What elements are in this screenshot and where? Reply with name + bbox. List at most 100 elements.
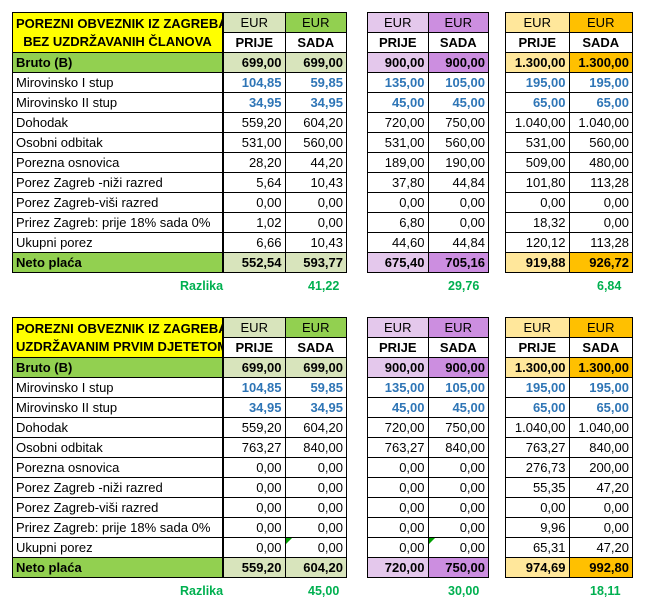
cell: 0,00 <box>367 517 429 538</box>
col-sada: SADA <box>568 337 633 358</box>
cell: 200,00 <box>568 457 633 478</box>
cell: 0,00 <box>284 457 347 478</box>
cell: 18,32 <box>505 212 570 233</box>
title-line-2: BEZ UZDRŽAVANIH ČLANOVA <box>23 33 212 49</box>
cell: 0,00 <box>427 477 489 498</box>
cell: 840,00 <box>568 437 633 458</box>
cell: 1.040,00 <box>568 112 633 133</box>
row-label: Osobni odbitak <box>12 132 223 153</box>
row-label: Osobni odbitak <box>12 437 223 458</box>
cell: 0,00 <box>223 497 286 518</box>
cell: 0,00 <box>367 477 429 498</box>
cell: 59,85 <box>284 377 347 398</box>
cell: 559,20 <box>223 417 286 438</box>
title-line-2: UZDRŽAVANIM PRVIM DJETETOM <box>16 338 223 354</box>
cell: 900,00 <box>427 52 489 73</box>
cell: 1.300,00 <box>568 52 633 73</box>
cell: 45,00 <box>367 397 429 418</box>
col-prije: PRIJE <box>223 32 286 53</box>
cell: 195,00 <box>568 377 633 398</box>
cell: 0,00 <box>367 537 429 558</box>
cell: 6,80 <box>367 212 429 233</box>
values-table-group-2: EUR EUR PRIJE SADA 900,00 900,00 135,00 105,… <box>367 317 489 578</box>
currency-label: EUR <box>427 317 489 338</box>
cell: 44,84 <box>427 172 489 193</box>
cell: 560,00 <box>284 132 347 153</box>
cell: 926,72 <box>568 252 633 273</box>
currency-label: EUR <box>568 12 633 33</box>
cell: 6,66 <box>223 232 286 253</box>
currency-label: EUR <box>427 12 489 33</box>
cell: 750,00 <box>427 112 489 133</box>
col-sada: SADA <box>284 32 347 53</box>
cell: 560,00 <box>568 132 633 153</box>
values-table-group-2: EUR EUR PRIJE SADA 900,00 900,00 135,00 105,… <box>367 12 489 273</box>
cell: 0,00 <box>568 517 633 538</box>
row-label: Porez Zagreb -niži razred <box>12 172 223 193</box>
cell: 190,00 <box>427 152 489 173</box>
cell: 531,00 <box>223 132 286 153</box>
cell: 0,00 <box>284 497 347 518</box>
row-label: Porez Zagreb-viši razred <box>12 192 223 213</box>
cell: 900,00 <box>367 357 429 378</box>
row-label: Mirovinsko II stup <box>12 92 223 113</box>
cell: 0,00 <box>427 497 489 518</box>
cell: 59,85 <box>284 72 347 93</box>
cell: 195,00 <box>568 72 633 93</box>
cell: 559,20 <box>223 557 286 578</box>
cell: 0,00 <box>568 192 633 213</box>
cell: 1,02 <box>223 212 286 233</box>
cell: 0,00 <box>223 192 286 213</box>
cell: 44,20 <box>284 152 347 173</box>
cell: 0,00 <box>284 517 347 538</box>
cell: 720,00 <box>367 417 429 438</box>
cell: 65,00 <box>505 397 570 418</box>
cell: 1.300,00 <box>568 357 633 378</box>
cell: 675,40 <box>367 252 429 273</box>
title-line-1: POREZNI OBVEZNIK IZ ZAGREBA <box>16 15 223 31</box>
row-label: Porez Zagreb-viši razred <box>12 497 223 518</box>
cell: 0,00 <box>568 212 633 233</box>
cell: 840,00 <box>284 437 347 458</box>
cell: 750,00 <box>427 557 489 578</box>
col-sada: SADA <box>427 32 489 53</box>
cell: 0,00 <box>223 517 286 538</box>
cell: 135,00 <box>367 377 429 398</box>
cell: 34,95 <box>223 397 286 418</box>
cell: 101,80 <box>505 172 570 193</box>
cell: 104,85 <box>223 72 286 93</box>
row-label: Mirovinsko I stup <box>12 377 223 398</box>
row-label: Porezna osnovica <box>12 152 223 173</box>
cell: 135,00 <box>367 72 429 93</box>
cell: 105,00 <box>427 377 489 398</box>
cell: 45,00 <box>427 92 489 113</box>
values-table-group-1: EUR EUR PRIJE SADA 699,00 699,00 104,85 59,8… <box>223 12 347 273</box>
values-table-group-3: EUR EUR PRIJE SADA 1.300,00 1.300,00 195,00… <box>505 317 633 578</box>
cell: 531,00 <box>367 132 429 153</box>
row-label: Bruto (B) <box>12 357 223 378</box>
cell: 45,00 <box>427 397 489 418</box>
row-label: Ukupni porez <box>12 537 223 558</box>
cell: 0,00 <box>568 497 633 518</box>
row-label: Prirez Zagreb: prije 18% sada 0% <box>12 517 223 538</box>
row-label: Neto plaća <box>12 252 223 273</box>
col-prije: PRIJE <box>223 337 286 358</box>
row-label: Bruto (B) <box>12 52 223 73</box>
razlika-value-3: 6,84 <box>597 279 622 293</box>
cell: 47,20 <box>568 477 633 498</box>
cell: 604,20 <box>284 557 347 578</box>
values-table-group-3: EUR EUR PRIJE SADA 1.300,00 1.300,00 195,00… <box>505 12 633 273</box>
row-label: Ukupni porez <box>12 232 223 253</box>
cell: 34,95 <box>284 397 347 418</box>
title-line-1: POREZNI OBVEZNIK IZ ZAGREBA S <box>16 320 223 336</box>
cell: 552,54 <box>223 252 286 273</box>
cell: 5,64 <box>223 172 286 193</box>
cell: 34,95 <box>284 92 347 113</box>
cell: 0,00 <box>223 477 286 498</box>
cell: 0,00 <box>223 537 286 558</box>
currency-label: EUR <box>367 12 429 33</box>
row-label: Neto plaća <box>12 557 223 578</box>
cell: 699,00 <box>284 52 347 73</box>
label-table: POREZNI OBVEZNIK IZ ZAGREBA BEZ UZDRŽAVA… <box>12 12 223 273</box>
cell: 113,28 <box>568 172 633 193</box>
